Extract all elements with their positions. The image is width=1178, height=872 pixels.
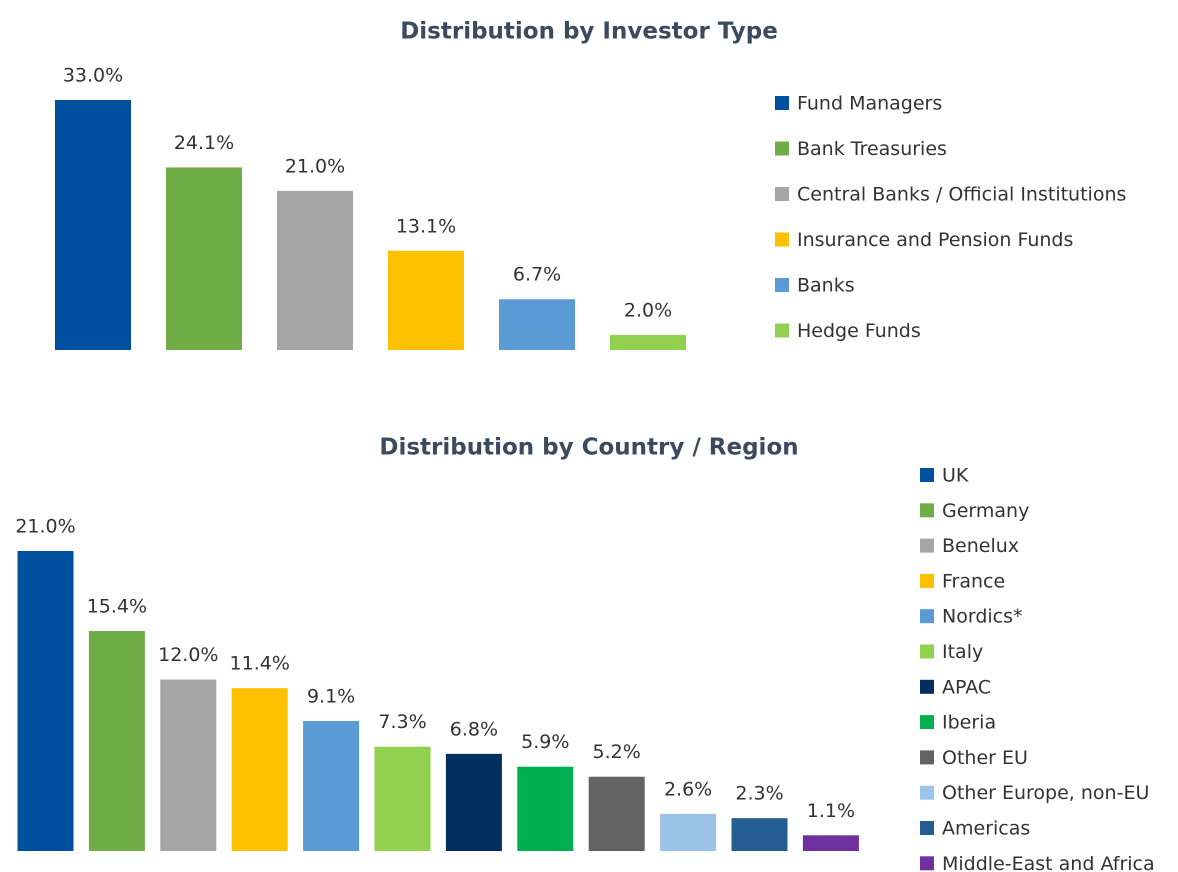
- bar: [17, 551, 74, 851]
- data-label: 6.7%: [513, 264, 561, 286]
- legend-swatch: [920, 468, 934, 482]
- bar: [374, 746, 431, 851]
- data-label: 21.0%: [285, 155, 345, 177]
- legend-swatch: [920, 856, 934, 871]
- legend-swatch: [920, 679, 934, 694]
- legend-label: Germany: [942, 500, 1029, 522]
- bar: [660, 813, 717, 851]
- legend-label: Insurance and Pension Funds: [797, 229, 1073, 251]
- data-label: 2.6%: [664, 778, 712, 800]
- legend-swatch: [920, 821, 934, 835]
- data-label: 2.0%: [624, 299, 672, 321]
- data-label: 9.1%: [307, 686, 355, 708]
- legend-swatch: [775, 278, 789, 292]
- bar: [88, 631, 145, 851]
- legend-label: Central Banks / Official Institutions: [797, 184, 1126, 206]
- legend-label: Italy: [942, 641, 983, 663]
- legend-label: APAC: [942, 676, 991, 698]
- legend-label: Americas: [942, 818, 1030, 840]
- legend-label: Nordics*: [942, 606, 1023, 628]
- bar: [499, 299, 575, 350]
- data-label: 21.0%: [15, 516, 75, 538]
- legend-label: Middle-East and Africa: [942, 853, 1155, 872]
- legend-swatch: [920, 609, 934, 624]
- legend-swatch: [775, 323, 789, 338]
- legend-swatch: [920, 715, 934, 730]
- legend-label: Iberia: [942, 712, 996, 734]
- legend-swatch: [920, 538, 934, 553]
- legend-swatch: [920, 644, 934, 659]
- legend-label: Benelux: [942, 535, 1019, 557]
- bar: [517, 766, 574, 851]
- bar: [610, 334, 686, 350]
- data-label: 1.1%: [807, 800, 855, 822]
- bar: [231, 688, 288, 851]
- legend-label: Bank Treasuries: [797, 138, 947, 160]
- legend-swatch: [775, 141, 789, 156]
- legend-swatch: [775, 232, 789, 247]
- legend-swatch: [920, 750, 934, 765]
- data-label: 2.3%: [735, 783, 783, 805]
- legend-label: Other EU: [942, 747, 1028, 769]
- bar: [277, 190, 353, 350]
- data-label: 33.0%: [63, 65, 123, 87]
- legend-label: Fund Managers: [797, 93, 942, 115]
- chart-title: Distribution by Investor Type: [400, 19, 778, 45]
- data-label: 11.4%: [230, 653, 290, 675]
- bar: [731, 818, 788, 851]
- bar: [160, 679, 217, 851]
- data-label: 15.4%: [87, 596, 147, 618]
- data-label: 7.3%: [378, 711, 426, 733]
- legend-swatch: [920, 503, 934, 518]
- bar: [55, 100, 131, 350]
- data-label: 24.1%: [174, 132, 234, 154]
- data-label: 5.2%: [593, 741, 641, 763]
- data-label: 5.9%: [521, 731, 569, 753]
- bar: [388, 250, 464, 350]
- data-label: 13.1%: [396, 215, 456, 237]
- data-label: 6.8%: [450, 718, 498, 740]
- legend-swatch: [920, 573, 934, 588]
- chart-title: Distribution by Country / Region: [379, 435, 798, 461]
- bar: [588, 776, 645, 851]
- bar: [166, 167, 242, 350]
- bar: [445, 753, 502, 851]
- bar: [303, 721, 360, 851]
- legend-label: UK: [942, 465, 969, 487]
- legend-label: Hedge Funds: [797, 320, 921, 342]
- legend-label: Other Europe, non-EU: [942, 782, 1149, 804]
- legend-swatch: [920, 785, 934, 800]
- legend-label: Banks: [797, 275, 855, 297]
- data-label: 12.0%: [158, 644, 218, 666]
- legend-swatch: [775, 187, 789, 201]
- bar: [802, 835, 859, 851]
- legend-swatch: [775, 96, 789, 110]
- legend-label: France: [942, 570, 1005, 592]
